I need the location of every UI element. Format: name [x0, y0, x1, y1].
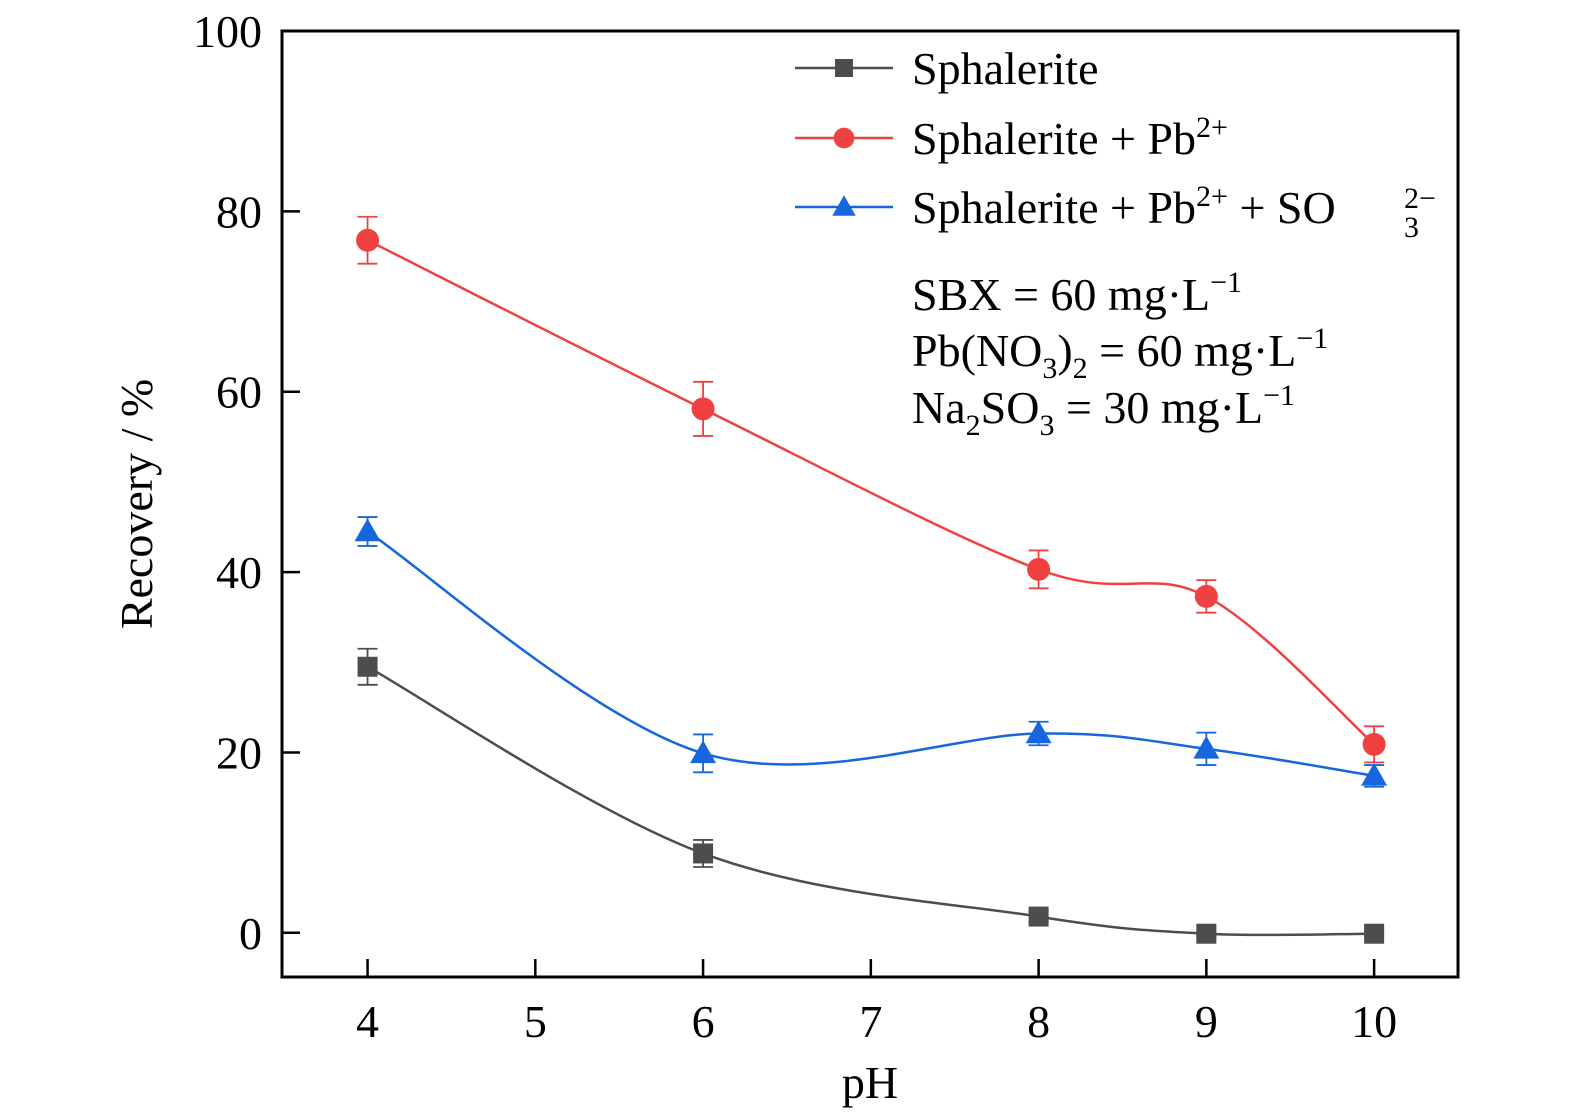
series-circle: [356, 215, 1386, 764]
y-tick-label: 0: [239, 908, 262, 959]
x-tick-label: 10: [1351, 996, 1397, 1047]
x-axis: 4 5 6 7 8 9 10: [356, 959, 1397, 1047]
legend-item: Sphalerite + Pb2+ + SO 2−3: [795, 180, 1436, 244]
legend-label-subscript: 3: [1404, 211, 1419, 244]
x-tick-label: 9: [1195, 996, 1218, 1047]
data-point: [356, 228, 380, 252]
series-layer: [354, 215, 1388, 944]
data-point: [357, 656, 378, 677]
series-square: [357, 647, 1385, 944]
series-triangle: [354, 516, 1388, 788]
y-tick-label: 40: [216, 547, 262, 598]
y-tick-label: 80: [216, 186, 262, 237]
conditions-annotation: SBX = 60 mg·L−1Pb(NO3)2 = 60 mg·L−1Na2SO…: [912, 266, 1328, 442]
annotation-line: SBX = 60 mg·L−1: [912, 266, 1242, 320]
series-line: [366, 239, 1375, 746]
x-tick-label: 5: [524, 996, 547, 1047]
x-axis-title: pH: [842, 1057, 898, 1108]
legend-label: Sphalerite: [912, 43, 1099, 94]
y-axis: 0 20 40 60 80 100: [193, 6, 300, 959]
x-tick-label: 8: [1027, 996, 1050, 1047]
data-point: [1364, 923, 1385, 944]
data-point: [1027, 557, 1051, 581]
y-tick-label: 100: [193, 6, 262, 57]
legend-marker-triangle-icon: [832, 195, 856, 216]
x-tick-label: 6: [692, 996, 715, 1047]
data-point: [691, 397, 715, 421]
annotation-line: Na2SO3 = 30 mg·L−1: [912, 379, 1295, 442]
data-point: [1194, 584, 1218, 608]
data-point: [1028, 906, 1049, 927]
data-point: [693, 843, 714, 864]
legend-label-charge: 2−: [1404, 182, 1436, 215]
series-line: [366, 530, 1375, 778]
legend-item: Sphalerite + Pb2+: [795, 111, 1228, 164]
x-tick-label: 7: [859, 996, 882, 1047]
legend-marker-circle-icon: [833, 127, 855, 149]
data-point: [354, 518, 381, 542]
data-point: [690, 740, 717, 764]
y-tick-label: 20: [216, 727, 262, 778]
data-point: [1361, 762, 1388, 786]
x-tick-label: 4: [356, 996, 379, 1047]
annotation-line: Pb(NO3)2 = 60 mg·L−1: [912, 322, 1328, 385]
legend: Sphalerite Sphalerite + Pb2+ Sphalerite + …: [795, 43, 1436, 244]
data-point: [1362, 732, 1386, 756]
series-line: [366, 665, 1375, 937]
plot-frame: [280, 29, 1460, 979]
legend-marker-square-icon: [835, 59, 853, 77]
legend-item: Sphalerite: [795, 43, 1099, 94]
legend-label: Sphalerite + Pb2+ + SO: [912, 180, 1336, 233]
data-point: [1193, 735, 1220, 759]
data-point: [1196, 923, 1217, 944]
y-tick-label: 60: [216, 367, 262, 418]
y-axis-title: Recovery / %: [111, 379, 162, 629]
data-point: [1025, 720, 1052, 744]
legend-label: Sphalerite + Pb2+: [912, 111, 1228, 164]
